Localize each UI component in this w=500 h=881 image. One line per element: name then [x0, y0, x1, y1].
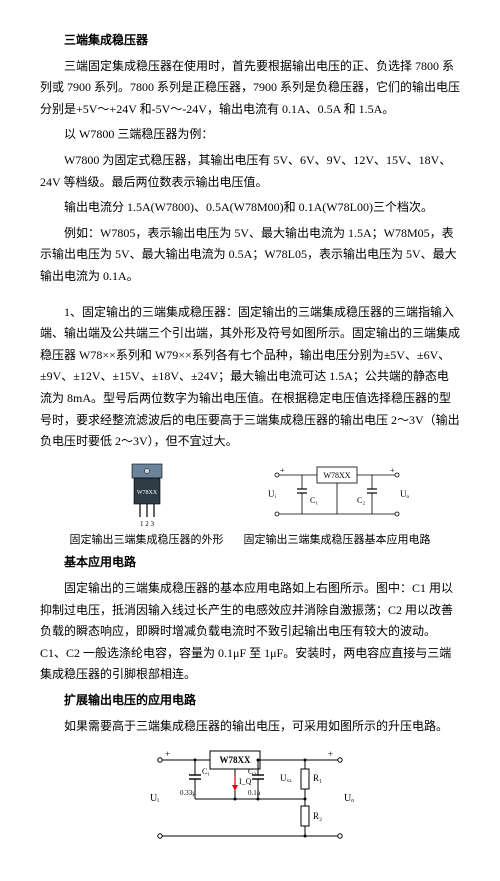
svg-text:Uₒ: Uₒ — [344, 793, 354, 804]
svg-text:0.33μ: 0.33μ — [180, 789, 196, 797]
para-3: W7800 为固定式稳压器，其输出电压有 5V、6V、9V、12V、15V、18… — [40, 150, 460, 193]
svg-text:Uᵢ: Uᵢ — [268, 489, 276, 499]
figure-row-1: W78XX 1 2 3 固定输出三端集成稳压器的外形 W78XX C₁ — [40, 459, 460, 551]
para-5: 例如：W7805，表示输出电压为 5V、最大输出电流为 1.5A；W78M05，… — [40, 223, 460, 288]
heading-2: 基本应用电路 — [40, 552, 460, 574]
svg-text:Uᵢ: Uᵢ — [150, 793, 159, 804]
svg-text:C₂: C₂ — [357, 496, 365, 505]
svg-text:+: + — [390, 466, 395, 475]
para-7: 固定输出的三端集成稳压器的基本应用电路如上右图所示。图中：C1 用以抑制过电压，… — [40, 578, 460, 686]
svg-text:+: + — [280, 466, 285, 475]
figure-3: W78XX I_Q C₁ 0.33μ C₂ 0.1μ Uₓₓ — [40, 741, 460, 851]
caption-2: 固定输出三端集成稳压器基本应用电路 — [244, 531, 431, 551]
svg-text:C₁: C₁ — [202, 767, 210, 776]
svg-text:C₁: C₁ — [310, 496, 318, 505]
svg-text:+: + — [165, 749, 170, 759]
svg-text:0.1μ: 0.1μ — [248, 789, 261, 797]
figure-1: W78XX 1 2 3 固定输出三端集成稳压器的外形 — [70, 459, 224, 551]
para-2: 以 W7800 三端稳压器为例： — [40, 124, 460, 146]
para-8: 如果需要高于三端集成稳压器的输出电压，可采用如图所示的升压电路。 — [40, 716, 460, 738]
para-1: 三端固定集成稳压器在使用时，首先要根据输出电压的正、负选择 7800 系列或 7… — [40, 56, 460, 121]
svg-text:W78XX: W78XX — [323, 471, 350, 480]
svg-text:Uₒ: Uₒ — [400, 489, 409, 499]
svg-text:+: + — [328, 749, 333, 759]
svg-text:W78XX: W78XX — [220, 755, 251, 765]
caption-1: 固定输出三端集成稳压器的外形 — [70, 531, 224, 551]
svg-text:1 2 3: 1 2 3 — [140, 520, 155, 528]
svg-text:R₁: R₁ — [313, 773, 322, 783]
figure-2: W78XX C₁ C₂ Uᵢ Uₒ — [244, 459, 431, 551]
heading-3: 扩展输出电压的应用电路 — [40, 690, 460, 712]
svg-text:R₂: R₂ — [313, 811, 322, 821]
svg-text:C₂: C₂ — [248, 767, 256, 776]
title: 三端集成稳压器 — [40, 30, 460, 52]
para-4: 输出电流分 1.5A(W7800)、0.5A(W78M00)和 0.1A(W78… — [40, 197, 460, 219]
para-6: 1、固定输出的三端集成稳压器：固定输出的三端集成稳压器的三端指输入端、输出端及公… — [40, 302, 460, 453]
svg-text:I_Q: I_Q — [239, 777, 252, 786]
svg-text:W78XX: W78XX — [136, 490, 157, 496]
svg-text:Uₓₓ: Uₓₓ — [280, 773, 292, 783]
